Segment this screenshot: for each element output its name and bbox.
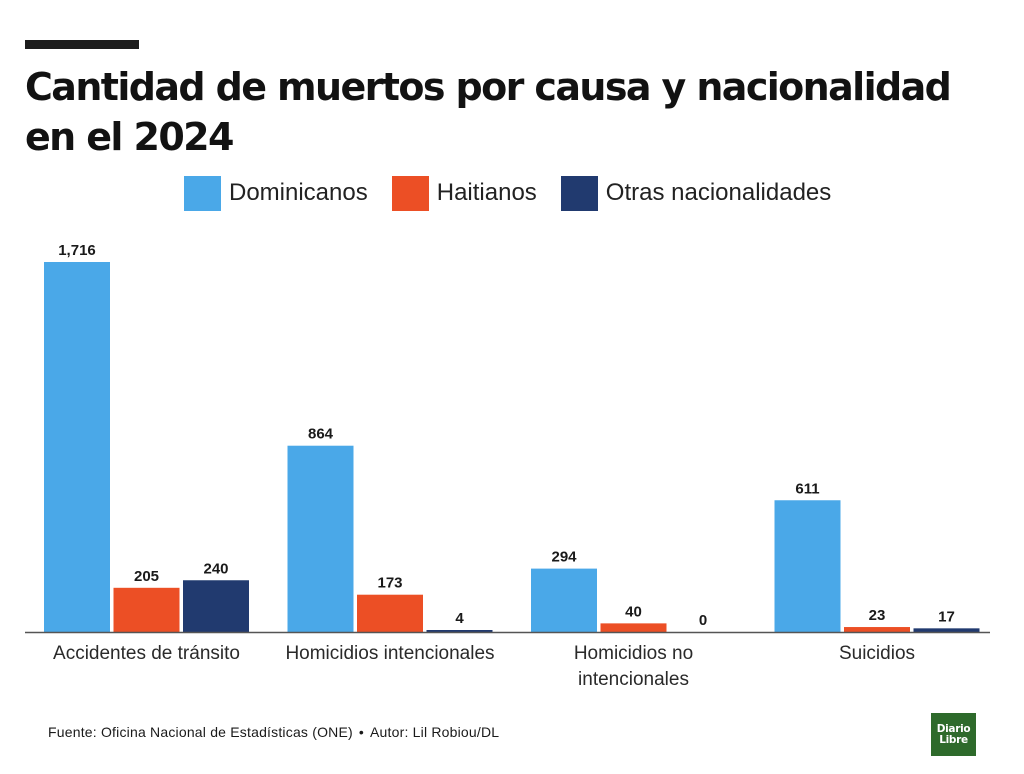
category-label-homicidios-no-intencionales: Homicidios no intencionales — [574, 643, 693, 690]
top-rule — [25, 40, 139, 49]
bar-otras-nacionalidades-accidentes-de-transito — [183, 580, 249, 632]
data-label-otras-nacionalidades-accidentes-de-transito: 240 — [203, 560, 228, 577]
data-label-otras-nacionalidades-homicidios-no-intencionales: 0 — [699, 612, 707, 629]
footer: Fuente: Oficina Nacional de Estadísticas… — [48, 724, 499, 740]
bar-haitianos-accidentes-de-transito — [113, 587, 180, 632]
logo-line-1: Diario — [936, 722, 971, 735]
bar-dominicanos-accidentes-de-transito — [44, 262, 110, 632]
data-label-haitianos-homicidios-no-intencionales: 40 — [625, 603, 642, 620]
legend-label-otras-nacionalidades: Otras nacionalidades — [605, 179, 832, 206]
chart-title: Cantidad de muertos por causa y nacional… — [25, 65, 952, 159]
legend-item-haitianos: Haitianos — [391, 175, 537, 211]
legend: Dominicanos Haitianos Otras nacionalidad… — [184, 174, 855, 212]
data-label-dominicanos-accidentes-de-transito: 1,716 — [58, 242, 96, 259]
data-label-dominicanos-suicidios: 611 — [795, 480, 819, 497]
category-label-accidentes-de-transito: Accidentes de tránsito — [53, 643, 240, 664]
legend-swatch-dominicanos — [184, 175, 221, 211]
legend-swatch-otras-nacionalidades — [560, 175, 598, 211]
bar-otras-nacionalidades-suicidios — [913, 628, 980, 632]
legend-item-otras-nacionalidades: Otras nacionalidades — [560, 175, 832, 211]
footer-author: Autor: Lil Robiou/DL — [370, 724, 500, 740]
data-label-dominicanos-homicidios-no-intencionales: 294 — [551, 549, 577, 566]
bar-dominicanos-suicidios — [774, 500, 841, 632]
bar-otras-nacionalidades-homicidios-intencionales — [426, 630, 493, 632]
diario-libre-logo: Diario Libre — [931, 713, 976, 756]
bar-haitianos-homicidios-intencionales — [357, 594, 423, 632]
data-label-otras-nacionalidades-homicidios-intencionales: 4 — [455, 610, 464, 627]
data-label-dominicanos-homicidios-intencionales: 864 — [308, 426, 334, 443]
bar-haitianos-homicidios-no-intencionales — [600, 623, 667, 632]
logo-line-2: Libre — [939, 733, 968, 746]
category-label-suicidios: Suicidios — [839, 643, 915, 664]
legend-label-haitianos: Haitianos — [436, 179, 537, 206]
footer-separator: • — [358, 724, 364, 740]
legend-item-dominicanos: Dominicanos — [184, 175, 368, 211]
bar-haitianos-suicidios — [844, 627, 910, 632]
data-label-otras-nacionalidades-suicidios: 17 — [938, 608, 955, 625]
bar-dominicanos-homicidios-no-intencionales — [531, 568, 597, 632]
bar-dominicanos-homicidios-intencionales — [287, 445, 354, 632]
legend-swatch-haitianos — [391, 175, 429, 211]
data-label-haitianos-suicidios: 23 — [869, 607, 886, 624]
data-label-haitianos-accidentes-de-transito: 205 — [134, 568, 159, 585]
footer-source: Fuente: Oficina Nacional de Estadísticas… — [48, 724, 353, 740]
category-label-homicidios-intencionales: Homicidios intencionales — [285, 643, 494, 664]
legend-label-dominicanos: Dominicanos — [229, 179, 368, 206]
data-label-haitianos-homicidios-intencionales: 173 — [377, 575, 402, 592]
